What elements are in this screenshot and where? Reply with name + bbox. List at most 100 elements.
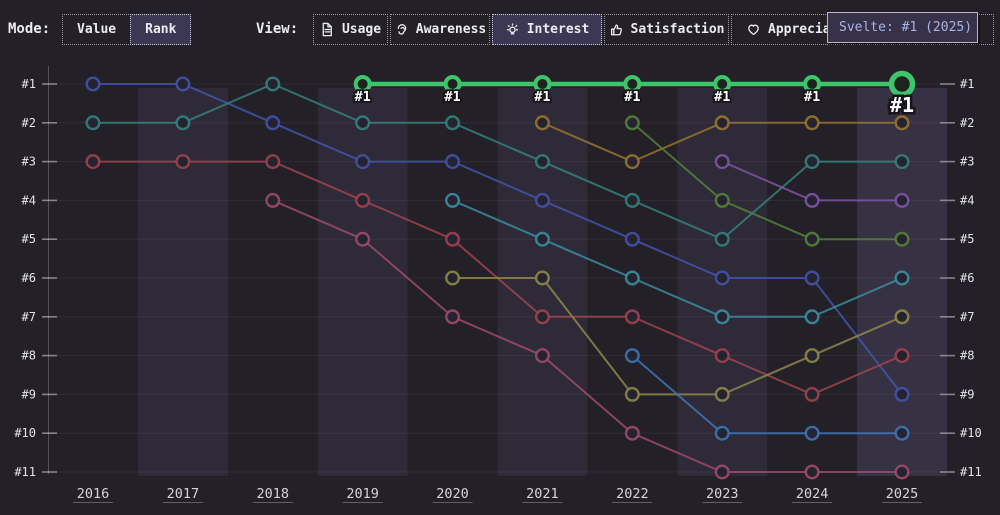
rank-annotation: #1 <box>444 89 460 105</box>
data-point-series-red[interactable] <box>714 348 730 364</box>
series-line-series-magenta <box>271 199 903 473</box>
rank-axis-label-left: #11 <box>14 465 36 479</box>
data-point-series-indigo[interactable] <box>175 76 191 92</box>
data-point-series-cyan[interactable] <box>534 231 550 247</box>
data-point-series-red[interactable] <box>85 154 101 170</box>
data-point-series-olive[interactable] <box>534 270 550 286</box>
data-point-series-red[interactable] <box>534 309 550 325</box>
data-point-series-cyan[interactable] <box>804 309 820 325</box>
data-point-series-magenta[interactable] <box>265 192 281 208</box>
rank-annotation: #1 <box>534 89 550 105</box>
year-axis-label[interactable]: 2024 <box>796 486 829 502</box>
series-line-series-dark-green <box>631 121 903 241</box>
data-point-series-teal[interactable] <box>804 154 820 170</box>
data-point-series-amber[interactable] <box>804 115 820 131</box>
data-point-Svelte[interactable] <box>623 75 642 93</box>
data-point-series-indigo[interactable] <box>534 192 550 208</box>
data-point-series-dark-green[interactable] <box>804 231 820 247</box>
data-point-series-red[interactable] <box>804 386 820 402</box>
data-point-series-red[interactable] <box>355 192 371 208</box>
data-point-series-dark-green[interactable] <box>624 115 640 131</box>
data-point-Svelte[interactable] <box>713 75 732 93</box>
data-point-series-teal[interactable] <box>445 115 461 131</box>
data-point-series-teal[interactable] <box>534 154 550 170</box>
rank-axis-label-left: #6 <box>22 271 36 285</box>
data-point-series-teal[interactable] <box>624 192 640 208</box>
data-point-series-olive[interactable] <box>894 309 910 325</box>
data-point-series-cyan[interactable] <box>714 309 730 325</box>
data-point-series-magenta[interactable] <box>355 231 371 247</box>
data-point-series-amber[interactable] <box>534 115 550 131</box>
year-axis-label[interactable]: 2018 <box>257 486 290 502</box>
data-point-series-indigo[interactable] <box>85 76 101 92</box>
rank-annotation: #1 <box>355 89 371 105</box>
data-point-series-teal[interactable] <box>265 76 281 92</box>
data-point-series-dark-green[interactable] <box>714 192 730 208</box>
rank-axis-label-right: #8 <box>960 349 974 363</box>
data-point-series-amber[interactable] <box>894 115 910 131</box>
data-point-series-purple[interactable] <box>804 192 820 208</box>
data-point-Svelte[interactable] <box>443 75 462 93</box>
data-point-series-indigo[interactable] <box>445 154 461 170</box>
year-axis-label[interactable]: 2023 <box>706 486 739 502</box>
year-axis-label[interactable]: 2016 <box>77 486 110 502</box>
year-axis-label[interactable]: 2017 <box>167 486 200 502</box>
data-point-Svelte[interactable] <box>353 75 372 93</box>
data-point-series-red[interactable] <box>894 348 910 364</box>
data-point-series-dark-green[interactable] <box>894 231 910 247</box>
data-point-series-red[interactable] <box>265 154 281 170</box>
data-point-series-teal[interactable] <box>355 115 371 131</box>
data-point-series-indigo[interactable] <box>265 115 281 131</box>
year-axis-label[interactable]: 2019 <box>346 486 379 502</box>
data-point-series-magenta[interactable] <box>714 464 730 480</box>
mode-rank-button[interactable]: Rank▲ <box>130 14 192 45</box>
data-point-series-cyan[interactable] <box>445 192 461 208</box>
data-point-series-magenta[interactable] <box>534 348 550 364</box>
tab-satisfaction[interactable]: Satisfaction <box>604 14 729 45</box>
tab-usage[interactable]: Usage <box>313 14 388 45</box>
data-point-series-teal[interactable] <box>85 115 101 131</box>
mode-value-button[interactable]: Value <box>62 14 132 45</box>
data-point-series-indigo[interactable] <box>804 270 820 286</box>
data-point-series-magenta[interactable] <box>894 464 910 480</box>
data-point-series-magenta[interactable] <box>445 309 461 325</box>
data-point-series-olive[interactable] <box>624 386 640 402</box>
data-point-series-teal[interactable] <box>894 154 910 170</box>
data-point-series-red[interactable] <box>624 309 640 325</box>
data-point-series-purple[interactable] <box>894 192 910 208</box>
toolbar: Mode: Value Rank▲ View: Usage Awareness … <box>0 0 1000 60</box>
data-point-series-olive[interactable] <box>714 386 730 402</box>
data-point-series-cyan[interactable] <box>624 270 640 286</box>
data-point-series-indigo[interactable] <box>624 231 640 247</box>
data-point-series-magenta[interactable] <box>804 464 820 480</box>
year-axis-label[interactable]: 2022 <box>616 486 649 502</box>
data-point-series-amber[interactable] <box>624 154 640 170</box>
data-point-series-purple[interactable] <box>714 154 730 170</box>
rank-axis-label-right: #6 <box>960 271 974 285</box>
data-point-series-indigo[interactable] <box>714 270 730 286</box>
tab-awareness[interactable]: Awareness <box>390 14 490 45</box>
data-point-series-indigo[interactable] <box>355 154 371 170</box>
year-axis-label[interactable]: 2020 <box>436 486 469 502</box>
data-point-Svelte[interactable] <box>803 75 822 93</box>
year-axis-label[interactable]: 2021 <box>526 486 559 502</box>
data-point-series-teal[interactable] <box>714 231 730 247</box>
data-point-series-red[interactable] <box>445 231 461 247</box>
data-point-series-light-blue[interactable] <box>804 425 820 441</box>
data-point-series-indigo[interactable] <box>894 386 910 402</box>
rank-axis-label-right: #1 <box>960 77 974 91</box>
data-point-series-light-blue[interactable] <box>624 348 640 364</box>
data-point-series-magenta[interactable] <box>624 425 640 441</box>
year-axis-label[interactable]: 2025 <box>886 486 919 502</box>
data-point-series-teal[interactable] <box>175 115 191 131</box>
data-point-Svelte[interactable] <box>533 75 552 93</box>
data-point-series-light-blue[interactable] <box>714 425 730 441</box>
data-point-series-red[interactable] <box>175 154 191 170</box>
data-point-series-amber[interactable] <box>714 115 730 131</box>
data-point-series-light-blue[interactable] <box>894 425 910 441</box>
data-point-series-olive[interactable] <box>804 348 820 364</box>
data-point-series-olive[interactable] <box>445 270 461 286</box>
tab-interest[interactable]: Interest ▲ <box>492 14 602 45</box>
data-point-series-cyan[interactable] <box>894 270 910 286</box>
data-point-Svelte[interactable] <box>888 70 916 98</box>
